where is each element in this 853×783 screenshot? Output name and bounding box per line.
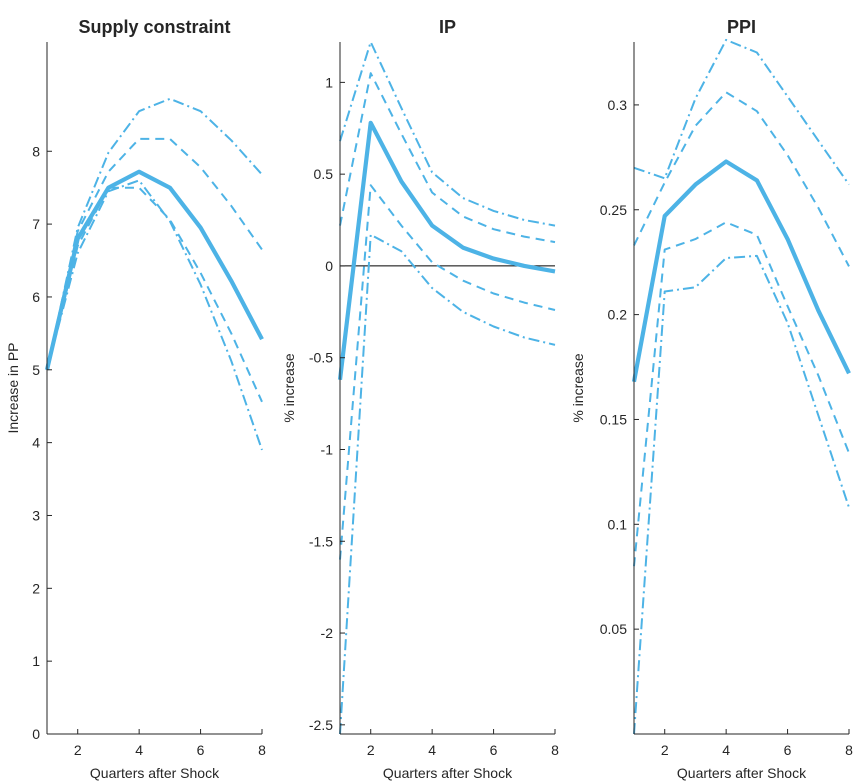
y-tick-label: -1 xyxy=(321,441,334,457)
y-tick-label: 1 xyxy=(325,74,333,90)
x-tick-label: 6 xyxy=(197,742,205,758)
x-tick-label: 8 xyxy=(551,742,559,758)
series-line-dashed-3 xyxy=(633,221,850,567)
x-tick-label: 4 xyxy=(135,742,143,758)
series-line-dashdot-5 xyxy=(46,179,263,451)
x-tick-label: 8 xyxy=(258,742,266,758)
chart-title: Supply constraint xyxy=(78,17,230,37)
x-tick-label: 8 xyxy=(845,742,853,758)
series-line-dashdot-4 xyxy=(46,97,263,371)
x-axis-label: Quarters after Shock xyxy=(90,765,220,781)
y-tick-label: 7 xyxy=(32,216,40,232)
y-tick-label: -0.5 xyxy=(309,350,333,366)
chart-panel-3: PPI 2 4 6 8 0.05 0.1 0.15 0.2 0.25 0.3 Quarters aft… xyxy=(570,17,853,781)
series-line-solid-1 xyxy=(44,169,264,371)
y-tick-label: 0.2 xyxy=(608,307,628,323)
y-tick-label: 0.25 xyxy=(600,202,627,218)
y-tick-label: 1 xyxy=(32,653,40,669)
x-tick-label: 2 xyxy=(74,742,82,758)
chart-panel-2: IP 2 4 6 8 -2.5 -2 -1.5 -1 -0.5 0 0.5 1 Quarters afte… xyxy=(281,17,559,781)
y-tick-label: 0.5 xyxy=(314,166,334,182)
y-axis-label: Increase in PP xyxy=(5,342,21,433)
x-axis-label: Quarters after Shock xyxy=(677,765,807,781)
y-tick-label: 5 xyxy=(32,362,40,378)
series-line-dashed-3 xyxy=(46,186,263,403)
y-tick-label: -2.5 xyxy=(309,717,333,733)
y-axis-label: % increase xyxy=(281,353,297,422)
y-tick-label: -1.5 xyxy=(309,533,333,549)
y-tick-label: 0.3 xyxy=(608,97,628,113)
y-tick-label: 4 xyxy=(32,435,40,451)
y-tick-label: 0.15 xyxy=(600,411,627,427)
x-tick-label: 2 xyxy=(661,742,669,758)
series-line-dashdot-4 xyxy=(633,38,850,186)
series-line-dashed-2 xyxy=(46,137,263,371)
y-tick-label: 3 xyxy=(32,507,40,523)
y-tick-label: 2 xyxy=(32,580,40,596)
series-line-dashdot-4 xyxy=(339,41,556,227)
chart-title: IP xyxy=(439,17,456,37)
y-axis-label: % increase xyxy=(570,353,586,422)
x-tick-label: 6 xyxy=(784,742,792,758)
x-tick-label: 4 xyxy=(428,742,436,758)
y-tick-label: 0.05 xyxy=(600,621,627,637)
y-tick-label: 8 xyxy=(32,143,40,159)
series-line-dashed-2 xyxy=(633,91,850,267)
series-line-dashed-3 xyxy=(339,184,556,560)
x-tick-label: 2 xyxy=(367,742,375,758)
y-tick-label: 0.1 xyxy=(608,516,628,532)
series-line-dashdot-5 xyxy=(339,233,556,735)
x-tick-label: 6 xyxy=(490,742,498,758)
series-line-dashdot-5 xyxy=(633,254,850,735)
x-tick-label: 4 xyxy=(722,742,730,758)
x-axis-label: Quarters after Shock xyxy=(383,765,513,781)
chart-panel-1: Supply constraint 2 4 6 8 0 1 2 3 4 5 6 7 8 Quarters a… xyxy=(5,17,266,781)
y-tick-label: 0 xyxy=(325,258,333,274)
y-tick-label: -2 xyxy=(321,625,334,641)
y-tick-label: 6 xyxy=(32,289,40,305)
series-line-dashed-2 xyxy=(339,72,556,244)
chart-title: PPI xyxy=(727,17,756,37)
series-line-solid-1 xyxy=(337,120,556,380)
series-line-solid-1 xyxy=(631,159,851,383)
y-tick-label: 0 xyxy=(32,726,40,742)
